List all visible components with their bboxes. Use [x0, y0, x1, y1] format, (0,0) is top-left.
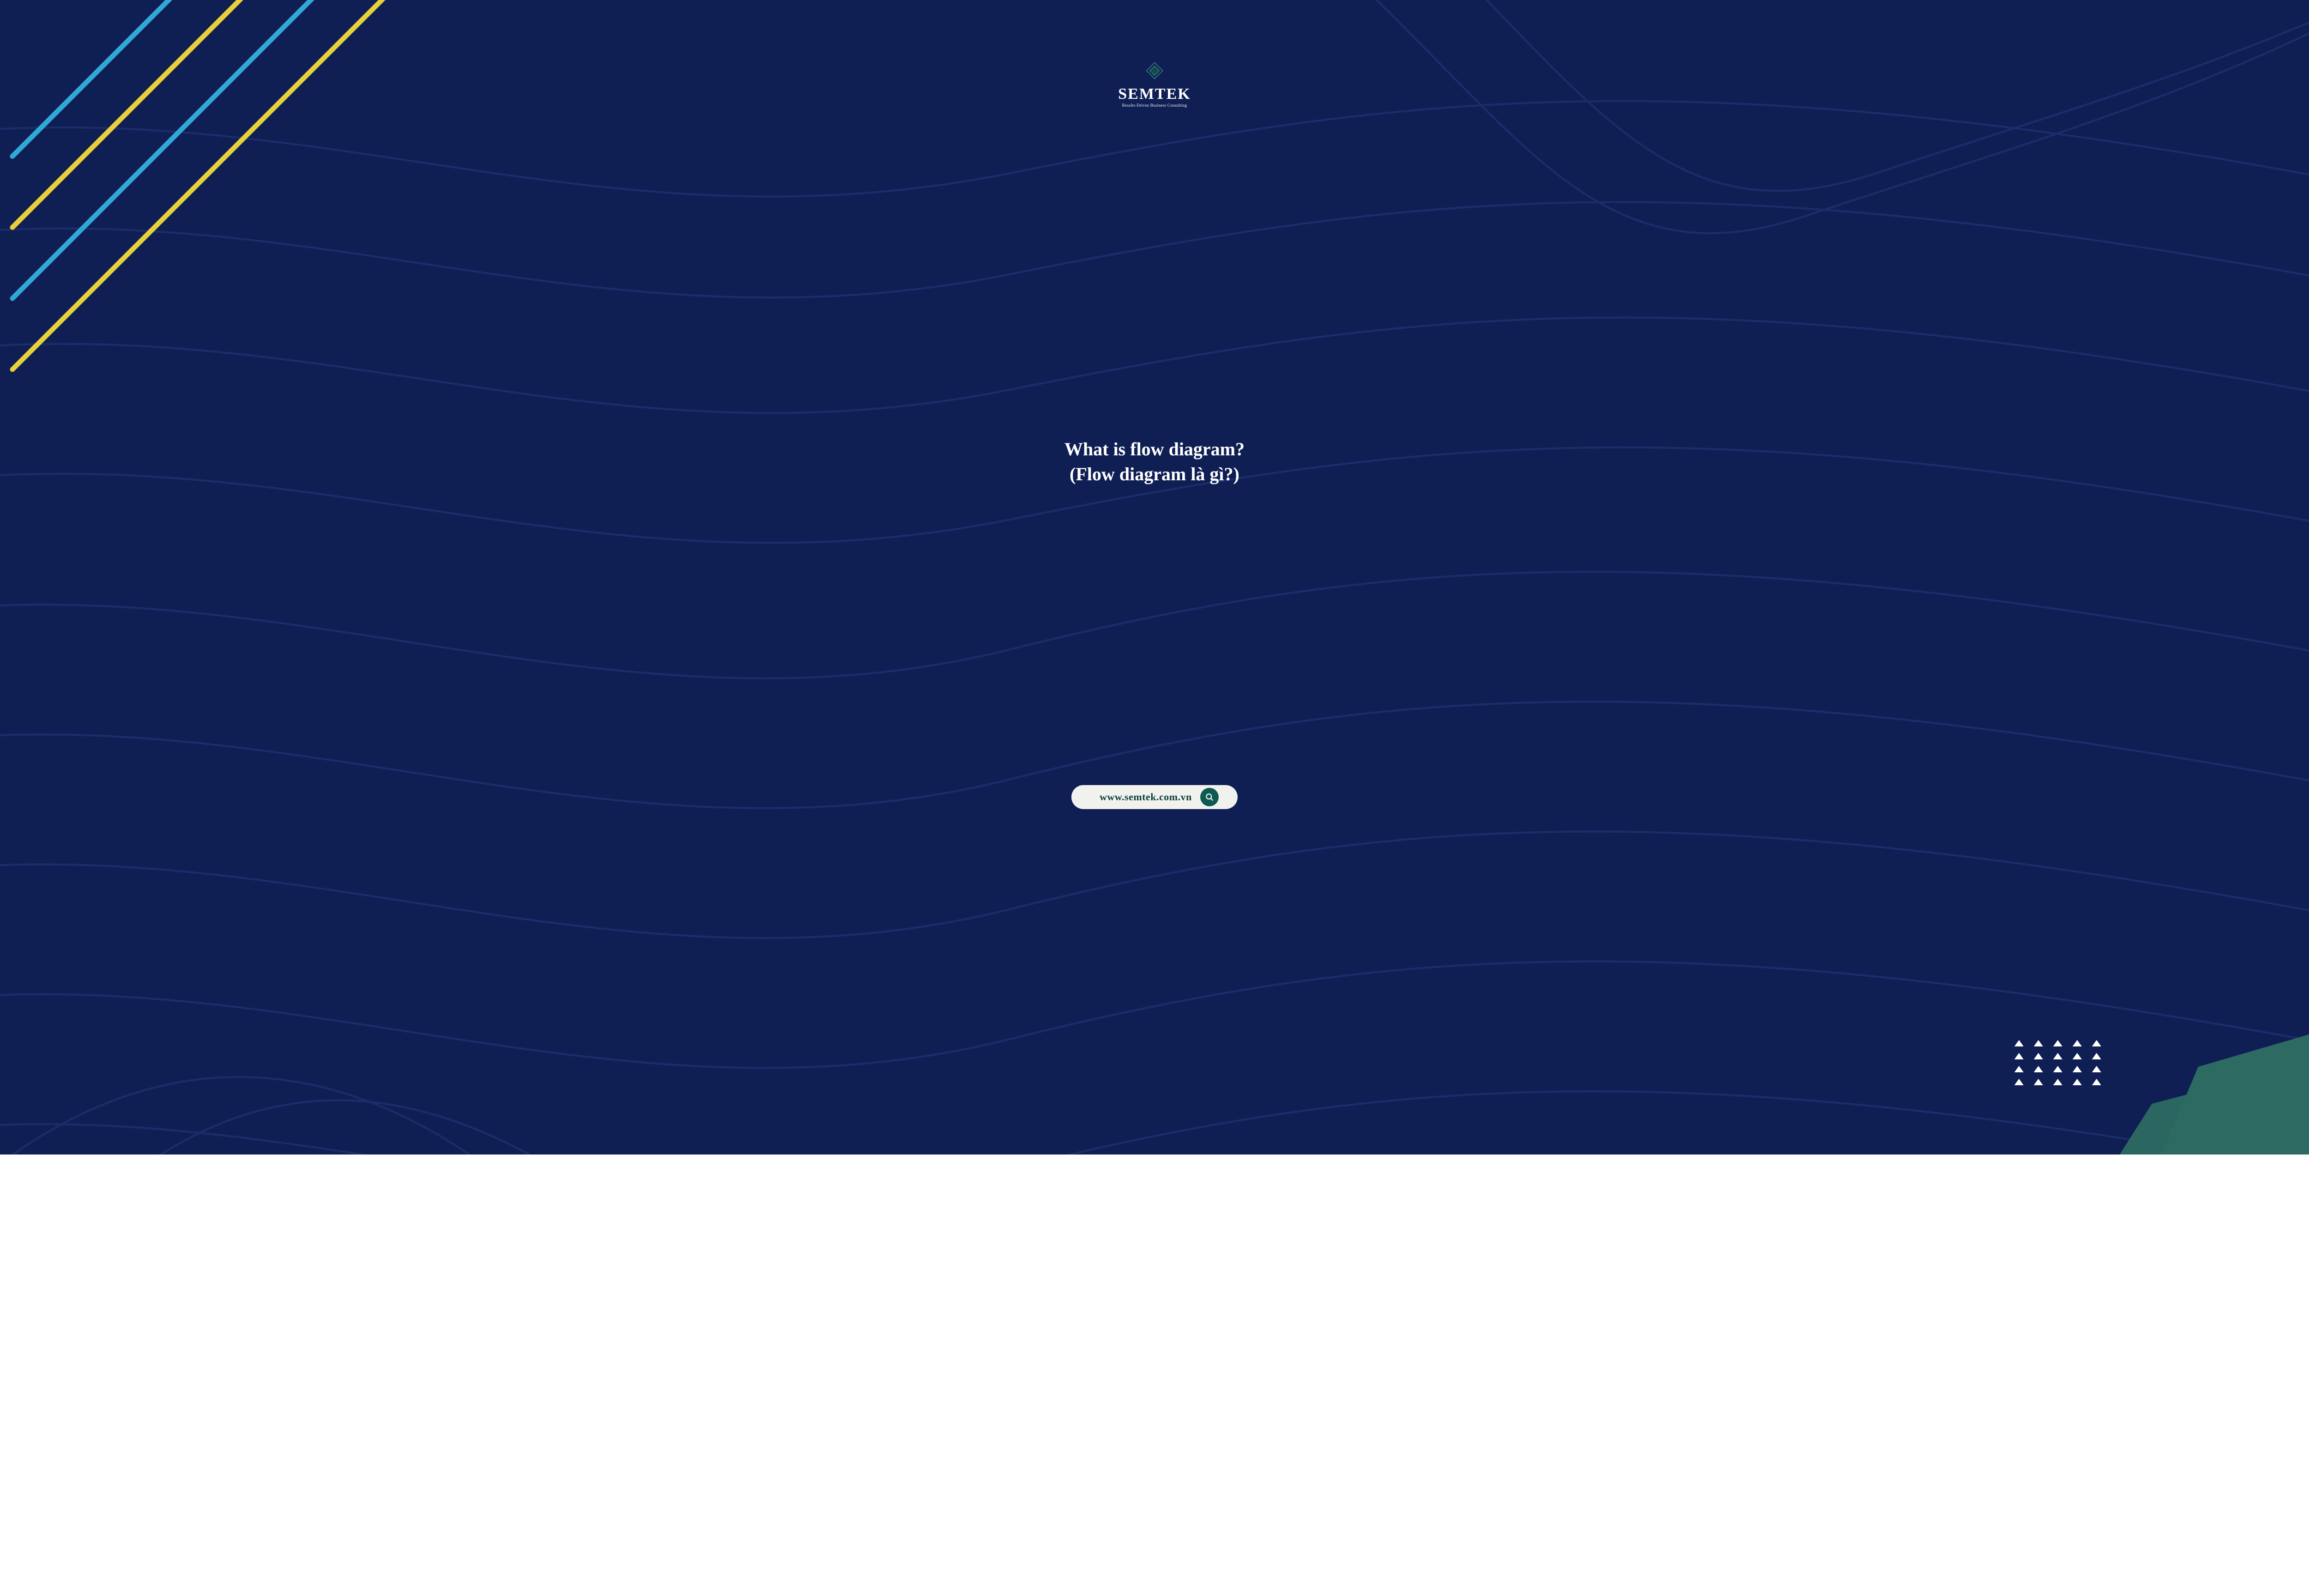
triangle-dot: [2073, 1079, 2082, 1085]
triangle-dot: [2034, 1079, 2043, 1085]
triangle-dot: [2053, 1053, 2062, 1059]
triangle-dot: [2053, 1079, 2062, 1085]
triangle-dot: [2092, 1066, 2101, 1072]
triangle-dot: [2014, 1066, 2024, 1072]
triangle-dot: [2053, 1066, 2062, 1072]
search-icon: [1205, 792, 1214, 802]
headline-line-1: What is flow diagram?: [231, 437, 2078, 462]
url-text[interactable]: www.semtek.com.vn: [1100, 791, 1192, 803]
triangle-dot: [2092, 1053, 2101, 1059]
teal-shape-small: [2120, 1076, 2240, 1155]
headline-line-2: (Flow diagram là gì?): [231, 462, 2078, 487]
triangle-dot: [2073, 1040, 2082, 1046]
triangle-dot: [2073, 1053, 2082, 1059]
triangle-dot: [2014, 1053, 2024, 1059]
triangle-dot: [2014, 1040, 2024, 1046]
logo-diamond-icon: [1142, 58, 1167, 84]
triangle-dot: [2014, 1079, 2024, 1085]
triangle-dot-grid: [2014, 1040, 2101, 1085]
brand-tagline: Results-Driven Business Consulting: [1118, 103, 1191, 108]
triangle-dot: [2034, 1066, 2043, 1072]
triangle-dot: [2092, 1040, 2101, 1046]
triangle-dot: [2034, 1053, 2043, 1059]
triangle-dot: [2073, 1066, 2082, 1072]
brand-name: SEMTEK: [1118, 86, 1191, 102]
triangle-dot: [2034, 1040, 2043, 1046]
triangle-dot: [2053, 1040, 2062, 1046]
banner-canvas: SEMTEK Results-Driven Business Consultin…: [0, 0, 2309, 1155]
triangle-dot: [2092, 1079, 2101, 1085]
diagonal-accent-lines: [0, 0, 508, 369]
url-pill: www.semtek.com.vn: [1071, 785, 1238, 809]
headline: What is flow diagram? (Flow diagram là g…: [231, 437, 2078, 487]
brand-logo: SEMTEK Results-Driven Business Consultin…: [1118, 58, 1191, 108]
search-button[interactable]: [1200, 788, 1219, 806]
